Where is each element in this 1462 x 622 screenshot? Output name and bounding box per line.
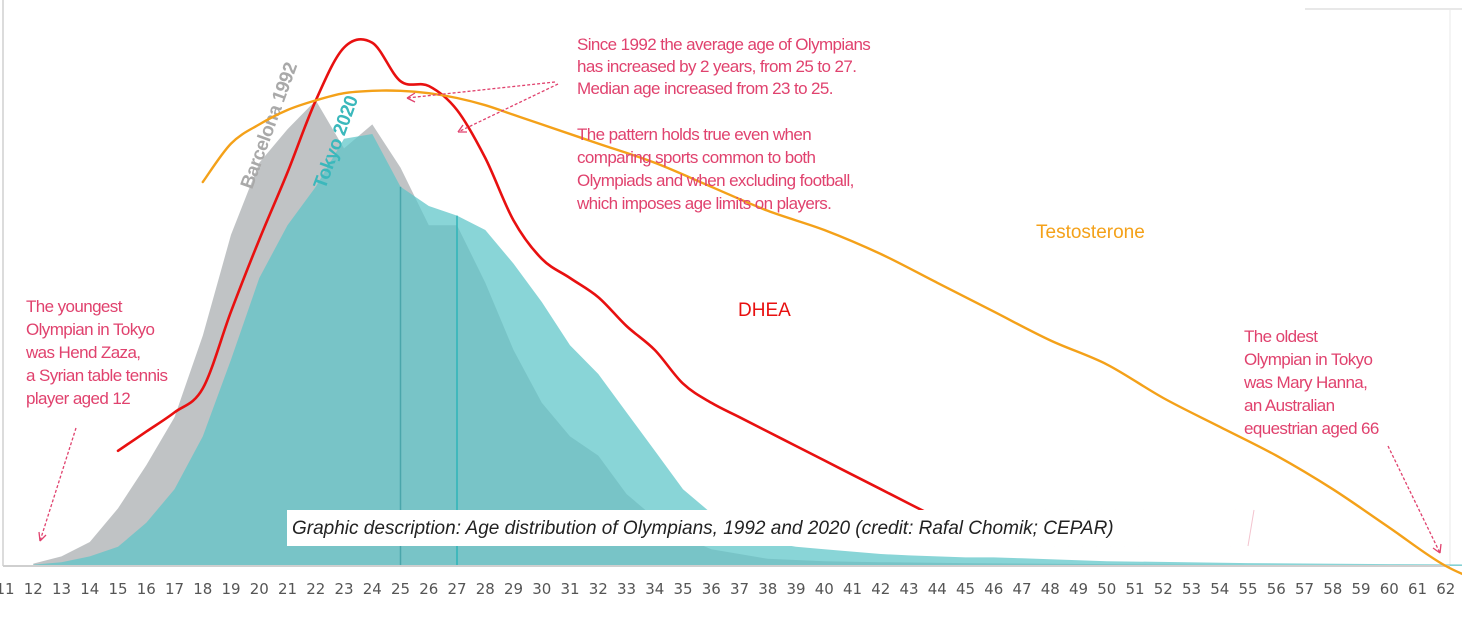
note-line: was Mary Hanna, <box>1243 373 1367 392</box>
x-tick-label: 27 <box>447 580 466 598</box>
x-tick-label: 14 <box>80 580 99 598</box>
x-tick-label: 48 <box>1041 580 1060 598</box>
x-tick-label: 56 <box>1267 580 1286 598</box>
x-tick-label: 39 <box>786 580 805 598</box>
areas-layer <box>33 100 1462 566</box>
x-tick-label: 28 <box>476 580 495 598</box>
x-tick-label: 40 <box>815 580 834 598</box>
x-tick-label: 42 <box>871 580 890 598</box>
note-line: was Hend Zaza, <box>25 343 140 362</box>
testosterone-label: Testosterone <box>1036 222 1145 243</box>
x-tick-label: 46 <box>984 580 1003 598</box>
x-tick-label: 32 <box>589 580 608 598</box>
x-tick-label: 41 <box>843 580 862 598</box>
x-tick-label: 47 <box>1012 580 1031 598</box>
note-line: Median age increased from 23 to 25. <box>577 79 833 98</box>
x-tick-label: 13 <box>52 580 71 598</box>
note-line: equestrian aged 66 <box>1244 419 1379 438</box>
x-tick-label: 23 <box>334 580 353 598</box>
note-line: Olympiads and when excluding football, <box>577 171 854 190</box>
x-tick-label: 45 <box>956 580 975 598</box>
x-axis-ticks: 11 12 13 14 15 16 17 18 19 20 21 22 23 24 25 26 27 28 29 30… <box>0 580 1455 598</box>
caption-box <box>287 510 1237 546</box>
x-tick-label: 12 <box>24 580 43 598</box>
note-line: has increased by 2 years, from 25 to 27. <box>577 57 856 76</box>
note-line: which imposes age limits on players. <box>576 194 831 213</box>
x-tick-label: 51 <box>1125 580 1144 598</box>
caption: Graphic description: Age distribution of… <box>292 518 1114 539</box>
x-tick-label: 33 <box>617 580 636 598</box>
x-tick-label: 21 <box>278 580 297 598</box>
tokyo-2020-area <box>33 134 1462 566</box>
testosterone-curve <box>201 89 1462 576</box>
x-tick-label: 17 <box>165 580 184 598</box>
note-line: player aged 12 <box>26 389 130 408</box>
x-tick-label: 62 <box>1436 580 1455 598</box>
note-average-age: Since 1992 the average age of Olympians h… <box>577 35 871 98</box>
note-line: The youngest <box>26 297 123 316</box>
x-tick-label: 18 <box>193 580 212 598</box>
median-lines <box>399 186 458 566</box>
x-tick-label: 24 <box>363 580 382 598</box>
x-tick-label: 43 <box>899 580 918 598</box>
x-tick-label: 53 <box>1182 580 1201 598</box>
annotation-arrows <box>38 81 1442 554</box>
x-tick-label: 15 <box>108 580 127 598</box>
x-tick-label: 19 <box>221 580 240 598</box>
x-tick-label: 11 <box>0 580 15 598</box>
x-tick-label: 61 <box>1408 580 1427 598</box>
note-youngest: The youngest Olympian in Tokyo was Hend Za… <box>25 297 168 408</box>
dhea-label: DHEA <box>738 300 791 321</box>
x-tick-label: 60 <box>1380 580 1399 598</box>
note-line: an Australian <box>1244 396 1335 415</box>
x-tick-label: 54 <box>1210 580 1229 598</box>
x-tick-label: 30 <box>532 580 551 598</box>
note-line: Olympian in Tokyo <box>26 320 155 339</box>
x-tick-label: 44 <box>928 580 947 598</box>
dhea-curve <box>116 38 967 534</box>
note-line: Since 1992 the average age of Olympians <box>577 35 870 54</box>
x-tick-label: 35 <box>673 580 692 598</box>
note-line: The oldest <box>1244 327 1318 346</box>
x-tick-label: 31 <box>560 580 579 598</box>
x-tick-label: 37 <box>730 580 749 598</box>
x-tick-label: 26 <box>419 580 438 598</box>
x-tick-label: 20 <box>250 580 269 598</box>
x-tick-label: 57 <box>1295 580 1314 598</box>
note-line: comparing sports common to both <box>577 148 816 167</box>
x-tick-label: 52 <box>1154 580 1173 598</box>
x-tick-label: 29 <box>504 580 523 598</box>
x-tick-label: 36 <box>702 580 721 598</box>
x-tick-label: 55 <box>1238 580 1257 598</box>
x-tick-label: 59 <box>1351 580 1370 598</box>
x-tick-label: 38 <box>758 580 777 598</box>
x-tick-label: 16 <box>137 580 156 598</box>
note-line: a Syrian table tennis <box>26 366 168 385</box>
note-pattern: The pattern holds true even when comparin… <box>576 125 854 213</box>
x-tick-label: 34 <box>645 580 664 598</box>
note-line: Olympian in Tokyo <box>1244 350 1373 369</box>
x-tick-label: 49 <box>1069 580 1088 598</box>
x-tick-label: 50 <box>1097 580 1116 598</box>
x-tick-label: 58 <box>1323 580 1342 598</box>
x-tick-label: 22 <box>306 580 325 598</box>
note-oldest: The oldest Olympian in Tokyo was Mary Hann… <box>1243 327 1380 438</box>
x-tick-label: 25 <box>391 580 410 598</box>
note-line: The pattern holds true even when <box>577 125 811 144</box>
